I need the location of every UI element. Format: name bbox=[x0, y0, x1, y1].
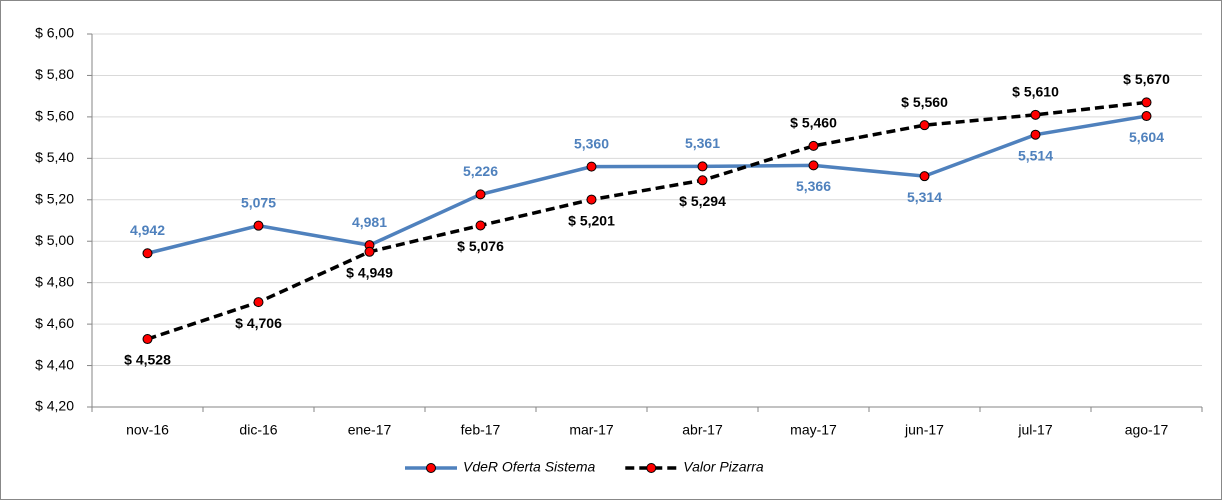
marker bbox=[586, 161, 597, 172]
x-tick-label: nov-16 bbox=[126, 422, 169, 438]
x-tick-label: feb-17 bbox=[461, 422, 501, 438]
marker bbox=[697, 175, 708, 186]
marker bbox=[919, 120, 930, 131]
y-tick-label: $ 4,80 bbox=[35, 273, 74, 289]
y-tick-label: $ 5,80 bbox=[35, 66, 74, 82]
value-label: $ 4,706 bbox=[235, 315, 282, 331]
y-tick-label: $ 6,00 bbox=[35, 25, 74, 41]
legend-marker bbox=[646, 463, 657, 473]
marker bbox=[1030, 109, 1041, 120]
y-tick-label: $ 5,60 bbox=[35, 108, 74, 124]
marker bbox=[364, 246, 375, 257]
x-tick-label: ago-17 bbox=[1125, 422, 1169, 438]
y-tick-label: $ 5,00 bbox=[35, 232, 74, 248]
x-tick-label: jul-17 bbox=[1017, 422, 1052, 438]
marker bbox=[1141, 97, 1152, 108]
y-tick-label: $ 4,60 bbox=[35, 315, 74, 331]
marker bbox=[808, 160, 819, 171]
value-label: 4,981 bbox=[352, 214, 387, 230]
y-tick-label: $ 5,20 bbox=[35, 190, 74, 206]
marker bbox=[697, 161, 708, 172]
marker bbox=[475, 189, 486, 200]
x-tick-label: jun-17 bbox=[904, 422, 944, 438]
marker bbox=[142, 248, 153, 259]
legend-label: Valor Pizarra bbox=[683, 459, 764, 475]
value-label: 5,361 bbox=[685, 135, 720, 151]
y-tick-label: $ 5,40 bbox=[35, 149, 74, 165]
marker bbox=[475, 220, 486, 231]
x-tick-label: abr-17 bbox=[682, 422, 723, 438]
y-tick-label: $ 4,40 bbox=[35, 356, 74, 372]
value-label: 4,942 bbox=[130, 222, 165, 238]
value-label: 5,226 bbox=[463, 163, 498, 179]
marker bbox=[253, 297, 264, 308]
value-label: 5,366 bbox=[796, 178, 831, 194]
marker bbox=[1141, 111, 1152, 122]
value-label: $ 5,670 bbox=[1123, 71, 1170, 87]
value-label: $ 5,560 bbox=[901, 94, 948, 110]
marker bbox=[919, 171, 930, 182]
x-tick-label: mar-17 bbox=[569, 422, 614, 438]
x-tick-label: may-17 bbox=[790, 422, 837, 438]
value-label: $ 4,949 bbox=[346, 264, 393, 280]
marker bbox=[808, 140, 819, 151]
value-label: 5,514 bbox=[1018, 147, 1053, 163]
y-tick-label: $ 4,20 bbox=[35, 398, 74, 414]
legend-marker bbox=[426, 463, 436, 473]
marker bbox=[1030, 129, 1041, 140]
value-label: $ 5,610 bbox=[1012, 84, 1059, 100]
value-label: $ 5,294 bbox=[679, 193, 726, 209]
marker bbox=[253, 220, 264, 231]
series-line bbox=[147, 114, 1147, 255]
x-tick-label: dic-16 bbox=[239, 422, 277, 438]
x-tick-label: ene-17 bbox=[348, 422, 392, 438]
value-label: 5,604 bbox=[1129, 129, 1164, 145]
value-label: $ 5,201 bbox=[568, 212, 615, 228]
marker bbox=[586, 194, 597, 205]
value-label: $ 5,460 bbox=[790, 115, 837, 131]
value-label: 5,075 bbox=[241, 194, 276, 210]
value-label: $ 5,076 bbox=[457, 238, 504, 254]
value-label: 5,360 bbox=[574, 135, 609, 151]
marker bbox=[142, 334, 153, 345]
value-label: 5,314 bbox=[907, 189, 942, 205]
value-label: $ 4,528 bbox=[124, 352, 171, 368]
series-line bbox=[146, 100, 1147, 341]
legend-label: VdeR Oferta Sistema bbox=[463, 459, 595, 475]
